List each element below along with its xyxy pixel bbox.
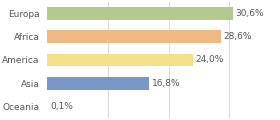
Bar <box>47 30 221 43</box>
Bar <box>47 7 233 20</box>
Text: 16,8%: 16,8% <box>151 79 180 88</box>
Text: 30,6%: 30,6% <box>235 9 264 18</box>
Bar <box>47 100 48 113</box>
Bar <box>47 77 149 90</box>
Text: 28,6%: 28,6% <box>223 32 252 41</box>
Bar <box>47 54 193 66</box>
Text: 24,0%: 24,0% <box>195 55 224 64</box>
Text: 0,1%: 0,1% <box>50 102 73 111</box>
